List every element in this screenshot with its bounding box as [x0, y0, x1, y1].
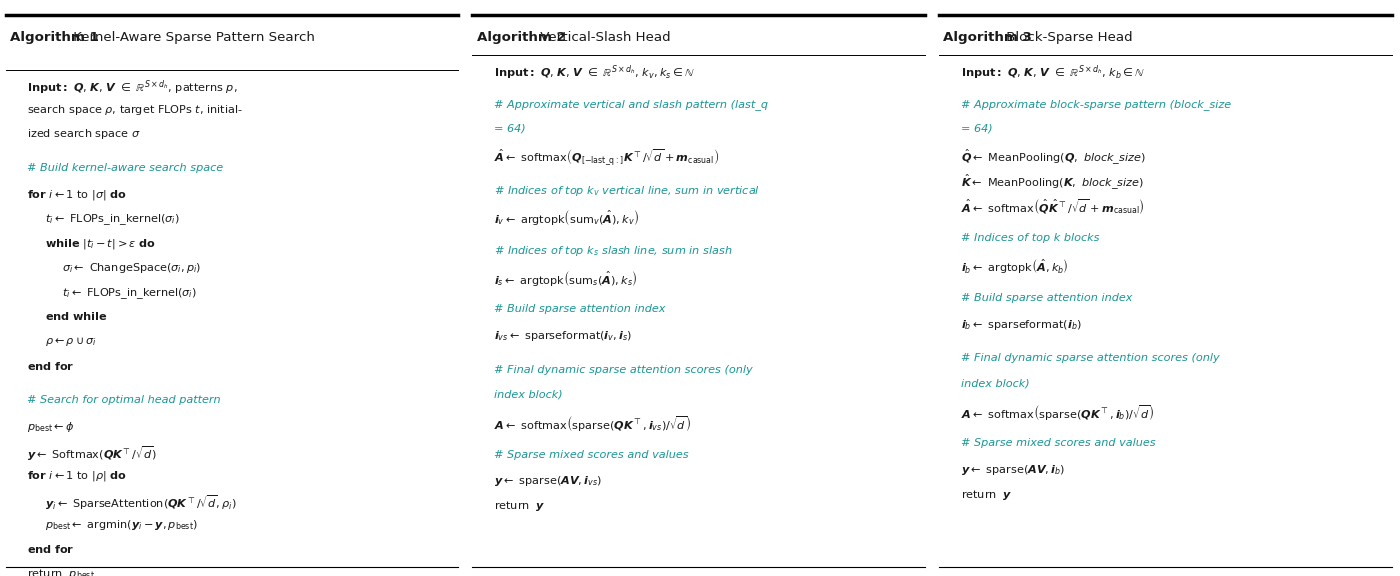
- Text: $t_i \leftarrow$ FLOPs_in_kernel$(\sigma_i)$: $t_i \leftarrow$ FLOPs_in_kernel$(\sigma…: [45, 212, 179, 227]
- Text: $\mathbf{for}$ $i \leftarrow 1$ to $|\rho|$ $\mathbf{do}$: $\mathbf{for}$ $i \leftarrow 1$ to $|\rh…: [28, 469, 127, 483]
- Text: $t_i \leftarrow$ FLOPs_in_kernel$(\sigma_i)$: $t_i \leftarrow$ FLOPs_in_kernel$(\sigma…: [62, 286, 196, 301]
- Text: Vertical-Slash Head: Vertical-Slash Head: [536, 31, 671, 44]
- Text: search space $\rho$, target FLOPs $t$, initial-: search space $\rho$, target FLOPs $t$, i…: [28, 103, 244, 116]
- Text: # Build kernel-aware search space: # Build kernel-aware search space: [28, 163, 224, 173]
- Text: $\hat{\boldsymbol{K}} \leftarrow$ MeanPooling$(\boldsymbol{K},\ block\_size)$: $\hat{\boldsymbol{K}} \leftarrow$ MeanPo…: [960, 172, 1144, 192]
- Text: $\mathbf{Input:}$ $\boldsymbol{Q}$, $\boldsymbol{K}$, $\boldsymbol{V}$ $\in$ $\m: $\mathbf{Input:}$ $\boldsymbol{Q}$, $\bo…: [28, 78, 238, 97]
- Text: $p_{\mathrm{best}} \leftarrow$ argmin$(\boldsymbol{y}_i - \boldsymbol{y}, p_{\ma: $p_{\mathrm{best}} \leftarrow$ argmin$(\…: [45, 518, 197, 532]
- Text: $\boldsymbol{A} \leftarrow$ softmax$\left(\mathrm{sparse}(\boldsymbol{Q}\boldsym: $\boldsymbol{A} \leftarrow$ softmax$\lef…: [494, 414, 692, 433]
- Text: ized search space $\sigma$: ized search space $\sigma$: [28, 127, 141, 141]
- Text: $\mathbf{Input:}$ $\boldsymbol{Q}$, $\boldsymbol{K}$, $\boldsymbol{V}$ $\in$ $\m: $\mathbf{Input:}$ $\boldsymbol{Q}$, $\bo…: [494, 63, 694, 82]
- Text: # Indices of top k blocks: # Indices of top k blocks: [960, 233, 1099, 242]
- Text: $\hat{\boldsymbol{A}} \leftarrow$ softmax$\left(\boldsymbol{Q}_{[-\mathrm{last\_: $\hat{\boldsymbol{A}} \leftarrow$ softma…: [494, 148, 720, 168]
- Text: # Final dynamic sparse attention scores (only: # Final dynamic sparse attention scores …: [960, 354, 1219, 363]
- Text: $\hat{\boldsymbol{A}} \leftarrow$ softmax$\left(\hat{\boldsymbol{Q}}\hat{\boldsy: $\hat{\boldsymbol{A}} \leftarrow$ softma…: [960, 197, 1144, 216]
- Text: $\mathbf{Input:}$ $\boldsymbol{Q}$, $\boldsymbol{K}$, $\boldsymbol{V}$ $\in$ $\m: $\mathbf{Input:}$ $\boldsymbol{Q}$, $\bo…: [960, 63, 1145, 82]
- Text: $\boldsymbol{i}_v \leftarrow$ argtopk$\left(\mathrm{sum}_v(\hat{\boldsymbol{A}}): $\boldsymbol{i}_v \leftarrow$ argtopk$\l…: [494, 208, 638, 227]
- Text: $p_{\mathrm{best}} \leftarrow \phi$: $p_{\mathrm{best}} \leftarrow \phi$: [28, 420, 74, 434]
- Text: Algorithm 2: Algorithm 2: [477, 31, 566, 44]
- Text: index block): index block): [494, 389, 563, 399]
- Text: # Build sparse attention index: # Build sparse attention index: [960, 293, 1133, 303]
- Text: Algorithm 3: Algorithm 3: [944, 31, 1032, 44]
- Text: $\sigma_i \leftarrow$ ChangeSpace$(\sigma_i, p_i)$: $\sigma_i \leftarrow$ ChangeSpace$(\sigm…: [62, 262, 202, 275]
- Text: # Indices of top $k_v$ vertical line, sum in vertical: # Indices of top $k_v$ vertical line, su…: [494, 184, 760, 198]
- Text: # Sparse mixed scores and values: # Sparse mixed scores and values: [494, 449, 689, 460]
- Text: # Search for optimal head pattern: # Search for optimal head pattern: [28, 395, 221, 406]
- Text: Kernel-Aware Sparse Pattern Search: Kernel-Aware Sparse Pattern Search: [69, 31, 315, 44]
- Text: # Sparse mixed scores and values: # Sparse mixed scores and values: [960, 438, 1155, 448]
- Text: $\boldsymbol{A} \leftarrow$ softmax$\left(\mathrm{sparse}(\boldsymbol{Q}\boldsym: $\boldsymbol{A} \leftarrow$ softmax$\lef…: [960, 403, 1154, 422]
- Text: # Final dynamic sparse attention scores (only: # Final dynamic sparse attention scores …: [494, 365, 753, 374]
- Text: $\hat{\boldsymbol{Q}} \leftarrow$ MeanPooling$(\boldsymbol{Q},\ block\_size)$: $\hat{\boldsymbol{Q}} \leftarrow$ MeanPo…: [960, 148, 1145, 167]
- Text: # Approximate block-sparse pattern (block_size: # Approximate block-sparse pattern (bloc…: [960, 98, 1231, 109]
- Text: $\boldsymbol{y} \leftarrow$ sparse$(\boldsymbol{A}\boldsymbol{V}, \boldsymbol{i}: $\boldsymbol{y} \leftarrow$ sparse$(\bol…: [494, 474, 602, 488]
- Text: $\mathbf{while}$ $|t_i - t| > \epsilon$ $\mathbf{do}$: $\mathbf{while}$ $|t_i - t| > \epsilon$ …: [45, 237, 155, 251]
- Text: index block): index block): [960, 378, 1029, 388]
- Text: return  $p_{\mathrm{best}}$: return $p_{\mathrm{best}}$: [28, 567, 95, 576]
- Text: return  $\boldsymbol{y}$: return $\boldsymbol{y}$: [494, 499, 546, 513]
- Text: $\boldsymbol{i}_b \leftarrow$ sparseformat$(\boldsymbol{i}_b)$: $\boldsymbol{i}_b \leftarrow$ sparseform…: [960, 318, 1081, 332]
- Text: $\mathbf{end\ for}$: $\mathbf{end\ for}$: [28, 359, 74, 372]
- Text: $\boldsymbol{y} \leftarrow$ sparse$(\boldsymbol{A}\boldsymbol{V}, \boldsymbol{i}: $\boldsymbol{y} \leftarrow$ sparse$(\bol…: [960, 463, 1065, 477]
- Text: $\mathbf{end\ for}$: $\mathbf{end\ for}$: [28, 543, 74, 555]
- Text: $\boldsymbol{i}_{vs} \leftarrow$ sparseformat$(\boldsymbol{i}_v, \boldsymbol{i}_: $\boldsymbol{i}_{vs} \leftarrow$ sparsef…: [494, 329, 633, 343]
- Text: = 64): = 64): [494, 123, 525, 133]
- Text: $\boldsymbol{y} \leftarrow$ Softmax$(\boldsymbol{Q}\boldsymbol{K}^{\top}/\sqrt{d: $\boldsymbol{y} \leftarrow$ Softmax$(\bo…: [28, 445, 157, 463]
- Text: return  $\boldsymbol{y}$: return $\boldsymbol{y}$: [960, 487, 1012, 502]
- Text: Algorithm 1: Algorithm 1: [10, 31, 99, 44]
- Text: $\mathbf{for}$ $i \leftarrow 1$ to $|\sigma|$ $\mathbf{do}$: $\mathbf{for}$ $i \leftarrow 1$ to $|\si…: [28, 188, 127, 202]
- Text: $\rho \leftarrow \rho \cup \sigma_i$: $\rho \leftarrow \rho \cup \sigma_i$: [45, 335, 97, 348]
- Text: Block-Sparse Head: Block-Sparse Head: [1002, 31, 1133, 44]
- Text: = 64): = 64): [960, 123, 993, 133]
- Text: $\boldsymbol{i}_b \leftarrow$ argtopk$\left(\hat{\boldsymbol{A}}, k_b\right)$: $\boldsymbol{i}_b \leftarrow$ argtopk$\l…: [960, 257, 1068, 276]
- Text: $\boldsymbol{i}_s \leftarrow$ argtopk$\left(\mathrm{sum}_s(\hat{\boldsymbol{A}}): $\boldsymbol{i}_s \leftarrow$ argtopk$\l…: [494, 268, 637, 287]
- Text: # Build sparse attention index: # Build sparse attention index: [494, 304, 665, 314]
- Text: $\mathbf{end\ while}$: $\mathbf{end\ while}$: [45, 310, 108, 323]
- Text: # Indices of top $k_s$ slash line, sum in slash: # Indices of top $k_s$ slash line, sum i…: [494, 244, 732, 258]
- Text: $\boldsymbol{y}_i \leftarrow$ SparseAttention$(\boldsymbol{Q}\boldsymbol{K}^{\to: $\boldsymbol{y}_i \leftarrow$ SparseAtte…: [45, 494, 237, 513]
- Text: # Approximate vertical and slash pattern (last_q: # Approximate vertical and slash pattern…: [494, 98, 769, 109]
